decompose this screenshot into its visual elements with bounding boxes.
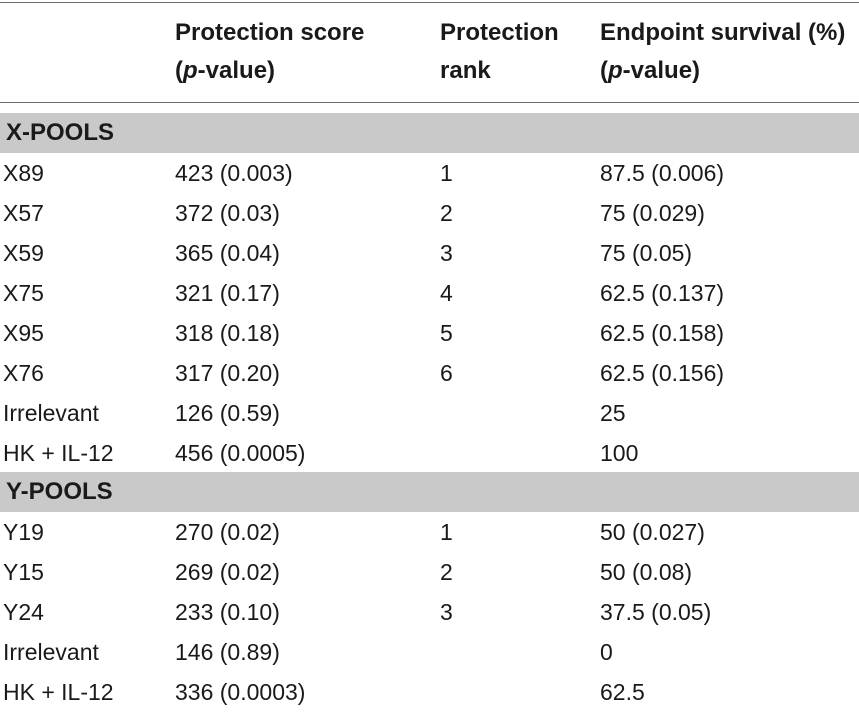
row-protection-score: 269 (0.02) xyxy=(175,559,280,585)
row-protection-score: 270 (0.02) xyxy=(175,519,280,545)
row-protection-rank: 2 xyxy=(440,200,453,226)
row-label: HK + IL-12 xyxy=(3,679,114,705)
row-protection-rank: 3 xyxy=(440,599,453,625)
row-endpoint-survival: 62.5 (0.137) xyxy=(600,280,725,306)
row-protection-score: 372 (0.03) xyxy=(175,200,280,226)
header-protection-score-line2: (p-value) xyxy=(175,57,276,84)
row-label: X95 xyxy=(3,320,44,346)
row-protection-score: 456 (0.0005) xyxy=(175,440,306,466)
row-label: Irrelevant xyxy=(3,639,99,665)
row-protection-score: 365 (0.04) xyxy=(175,240,280,266)
row-protection-score: 321 (0.17) xyxy=(175,280,280,306)
row-endpoint-survival: 75 (0.029) xyxy=(600,200,705,226)
header-protection-rank-line2: rank xyxy=(440,57,491,84)
header-endpoint-survival-line1: Endpoint survival (%) xyxy=(600,19,846,46)
row-label: X76 xyxy=(3,360,44,386)
row-protection-score: 423 (0.003) xyxy=(175,160,293,186)
table-top-rule xyxy=(0,2,859,3)
row-protection-score: 233 (0.10) xyxy=(175,599,280,625)
header-p-rest: -value) xyxy=(622,57,701,84)
section-title: X-POOLS xyxy=(6,119,115,146)
row-label: X89 xyxy=(3,160,44,186)
row-protection-rank: 5 xyxy=(440,320,453,346)
row-label: Y24 xyxy=(3,599,44,625)
row-label: Y15 xyxy=(3,559,44,585)
row-protection-rank: 6 xyxy=(440,360,453,386)
header-protection-rank-line1: Protection xyxy=(440,19,559,46)
row-endpoint-survival: 50 (0.027) xyxy=(600,519,705,545)
row-label: X59 xyxy=(3,240,44,266)
row-endpoint-survival: 37.5 (0.05) xyxy=(600,599,712,625)
header-p-italic: p xyxy=(183,57,198,84)
row-endpoint-survival: 50 (0.08) xyxy=(600,559,693,585)
row-endpoint-survival: 62.5 (0.158) xyxy=(600,320,725,346)
row-endpoint-survival: 100 xyxy=(600,440,639,466)
header-endpoint-survival-line2: (p-value) xyxy=(600,57,701,84)
row-protection-score: 317 (0.20) xyxy=(175,360,280,386)
row-protection-score: 126 (0.59) xyxy=(175,400,280,426)
row-protection-rank: 1 xyxy=(440,160,453,186)
header-protection-score-line1: Protection score xyxy=(175,19,365,46)
row-protection-rank: 3 xyxy=(440,240,453,266)
section-header: Y-POOLS xyxy=(0,472,859,512)
row-endpoint-survival: 75 (0.05) xyxy=(600,240,693,266)
header-endpoint-survival: Endpoint survival (%) (p-value) xyxy=(600,14,845,90)
header-protection-score: Protection score (p-value) xyxy=(175,14,364,90)
row-endpoint-survival: 25 xyxy=(600,400,626,426)
row-label: X57 xyxy=(3,200,44,226)
row-label: X75 xyxy=(3,280,44,306)
header-protection-rank: Protection rank xyxy=(440,14,559,90)
section-title: Y-POOLS xyxy=(6,478,113,505)
row-protection-rank: 1 xyxy=(440,519,453,545)
row-label: HK + IL-12 xyxy=(3,440,114,466)
row-protection-rank: 4 xyxy=(440,280,453,306)
row-endpoint-survival: 0 xyxy=(600,639,613,665)
section-header: X-POOLS xyxy=(0,113,859,153)
row-endpoint-survival: 87.5 (0.006) xyxy=(600,160,725,186)
header-bottom-rule xyxy=(0,102,859,103)
row-protection-score: 336 (0.0003) xyxy=(175,679,306,705)
header-p-rest: -value) xyxy=(197,57,276,84)
row-label: Y19 xyxy=(3,519,44,545)
header-p-italic: p xyxy=(608,57,623,84)
row-label: Irrelevant xyxy=(3,400,99,426)
row-endpoint-survival: 62.5 xyxy=(600,679,645,705)
row-protection-rank: 2 xyxy=(440,559,453,585)
row-protection-score: 318 (0.18) xyxy=(175,320,280,346)
row-protection-score: 146 (0.89) xyxy=(175,639,280,665)
row-endpoint-survival: 62.5 (0.156) xyxy=(600,360,725,386)
